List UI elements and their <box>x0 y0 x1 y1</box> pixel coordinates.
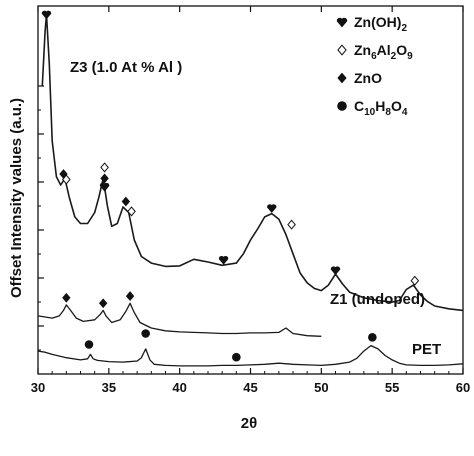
legend-label: C10H8O4 <box>354 98 408 118</box>
traces-group <box>37 13 464 367</box>
x-tick-label: 60 <box>456 380 470 395</box>
c10h8o4-marker <box>232 352 241 362</box>
zn-oh2-marker <box>336 17 348 28</box>
legend: Zn(OH)2 Zn6Al2O9 ZnO C10H8O4 <box>336 14 413 118</box>
zn6al2o9-marker <box>287 219 296 230</box>
series-line <box>37 344 464 367</box>
series-label: Z3 (1.0 At % Al ) <box>70 59 182 76</box>
x-tick-label: 50 <box>314 380 328 395</box>
peak-markers-group <box>41 10 420 362</box>
x-tick-label: 45 <box>243 380 257 395</box>
c10h8o4-marker <box>337 101 347 111</box>
zno-marker <box>100 173 109 184</box>
zn6al2o9-marker <box>62 174 71 185</box>
zn-oh2-marker <box>267 204 277 214</box>
series-line <box>41 13 464 312</box>
legend-label: Zn(OH)2 <box>354 14 407 34</box>
c10h8o4-marker <box>141 329 150 338</box>
legend-label: ZnO <box>354 70 382 86</box>
y-axis-ticks <box>38 85 44 351</box>
zn6al2o9-marker <box>337 44 347 56</box>
series-label: PET <box>412 341 441 358</box>
zn-oh2-marker <box>218 256 229 265</box>
zn-oh2-marker <box>41 10 52 20</box>
legend-label: Zn6Al2O9 <box>354 42 413 62</box>
x-axis-ticks: 30 35 40 45 50 55 60 <box>31 6 470 395</box>
series-line <box>37 302 322 337</box>
zno-marker <box>125 291 135 302</box>
zno-marker <box>337 72 347 84</box>
zno-marker <box>98 298 108 309</box>
x-tick-label: 30 <box>31 380 45 395</box>
c10h8o4-marker <box>84 340 94 349</box>
zno-marker <box>121 196 131 207</box>
c10h8o4-marker <box>368 333 377 342</box>
zn-oh2-marker <box>99 182 110 192</box>
x-tick-label: 55 <box>385 380 399 395</box>
series-label: Z1 (undoped) <box>330 291 425 308</box>
x-tick-label: 35 <box>102 380 116 395</box>
series-labels: Z3 (1.0 At % Al ) Z1 (undoped) PET <box>70 59 441 358</box>
x-tick-label: 40 <box>172 380 186 395</box>
y-axis-title: Offset Intensity values (a.u.) <box>8 98 25 298</box>
zn-oh2-marker <box>330 266 341 276</box>
zn6al2o9-marker <box>410 275 420 286</box>
zno-marker <box>62 292 71 303</box>
zn6al2o9-marker <box>127 206 136 217</box>
zn6al2o9-marker <box>100 162 109 173</box>
x-axis-title: 2θ <box>241 415 257 432</box>
